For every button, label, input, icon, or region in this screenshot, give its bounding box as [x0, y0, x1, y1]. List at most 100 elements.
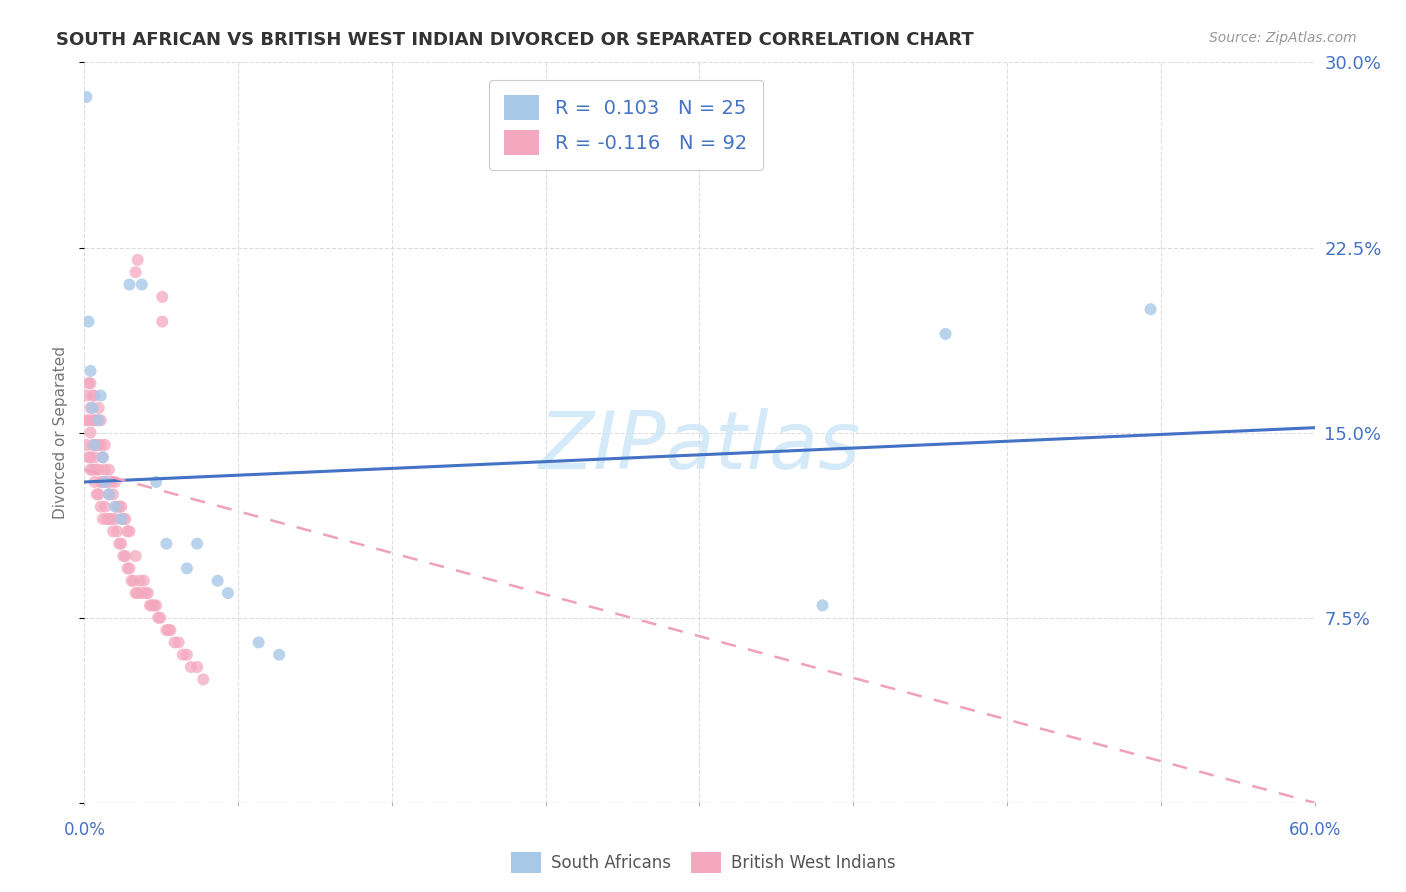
Point [101, 524, 124, 539]
Point [87, 401, 110, 415]
Point [83, 475, 105, 489]
Point [87, 462, 110, 476]
Point [98, 462, 120, 476]
Text: 60.0%: 60.0% [1288, 822, 1341, 839]
Point [98, 512, 120, 526]
Point [163, 635, 186, 649]
Point [124, 549, 146, 563]
Text: SOUTH AFRICAN VS BRITISH WEST INDIAN DIVORCED OR SEPARATED CORRELATION CHART: SOUTH AFRICAN VS BRITISH WEST INDIAN DIV… [56, 31, 974, 49]
Point [77, 450, 100, 465]
Point [82, 389, 104, 403]
Point [118, 561, 141, 575]
Point [117, 561, 139, 575]
Point [1139, 302, 1161, 317]
Point [86, 462, 108, 476]
Point [91, 475, 114, 489]
Point [77, 413, 100, 427]
Point [150, 290, 173, 304]
Point [94, 475, 117, 489]
Point [100, 512, 122, 526]
Y-axis label: Divorced or Separated: Divorced or Separated [53, 346, 69, 519]
Point [148, 611, 170, 625]
Point [124, 265, 146, 279]
Point [131, 277, 153, 292]
Point [127, 586, 149, 600]
Point [124, 586, 146, 600]
Point [167, 635, 190, 649]
Point [94, 462, 117, 476]
Point [90, 438, 112, 452]
Point [75, 413, 97, 427]
Point [217, 586, 239, 600]
Point [110, 512, 132, 526]
Point [159, 623, 181, 637]
Point [114, 549, 136, 563]
Point [118, 524, 141, 539]
Point [110, 500, 132, 514]
Point [110, 537, 132, 551]
Point [149, 611, 172, 625]
Point [207, 574, 229, 588]
Point [98, 487, 120, 501]
Point [75, 438, 97, 452]
Point [75, 90, 97, 104]
Point [108, 500, 131, 514]
Point [117, 524, 139, 539]
Point [118, 277, 141, 292]
Point [87, 413, 110, 427]
Point [83, 413, 105, 427]
Point [86, 487, 108, 501]
Point [176, 561, 198, 575]
Point [180, 660, 202, 674]
Point [186, 537, 208, 551]
Point [172, 648, 194, 662]
Point [104, 500, 127, 514]
Point [82, 438, 104, 452]
Point [98, 487, 120, 501]
Point [91, 450, 114, 465]
Point [82, 413, 104, 427]
Point [87, 487, 110, 501]
Point [247, 635, 270, 649]
Point [127, 252, 149, 267]
Point [77, 376, 100, 391]
Point [91, 512, 114, 526]
Point [94, 500, 117, 514]
Point [82, 462, 104, 476]
Point [108, 537, 131, 551]
Point [145, 599, 167, 613]
Point [90, 413, 112, 427]
Point [105, 500, 128, 514]
Point [131, 586, 153, 600]
Point [87, 438, 110, 452]
Point [132, 574, 155, 588]
Point [136, 586, 159, 600]
Point [176, 648, 198, 662]
Point [101, 487, 124, 501]
Point [91, 450, 114, 465]
Point [114, 512, 136, 526]
Point [122, 574, 145, 588]
Point [121, 574, 143, 588]
Point [83, 450, 105, 465]
Point [86, 438, 108, 452]
Point [112, 512, 135, 526]
Point [143, 599, 166, 613]
Point [112, 549, 135, 563]
Point [86, 413, 108, 427]
Point [128, 574, 150, 588]
Legend: South Africans, British West Indians: South Africans, British West Indians [503, 846, 903, 880]
Point [141, 599, 163, 613]
Point [96, 512, 118, 526]
Point [139, 599, 162, 613]
Text: 0.0%: 0.0% [63, 822, 105, 839]
Point [83, 438, 105, 452]
Point [104, 512, 127, 526]
Legend: R =  0.103   N = 25, R = -0.116   N = 92: R = 0.103 N = 25, R = -0.116 N = 92 [489, 79, 762, 170]
Point [157, 623, 180, 637]
Point [90, 475, 112, 489]
Point [94, 438, 117, 452]
Point [135, 586, 157, 600]
Point [193, 673, 215, 687]
Point [811, 599, 834, 613]
